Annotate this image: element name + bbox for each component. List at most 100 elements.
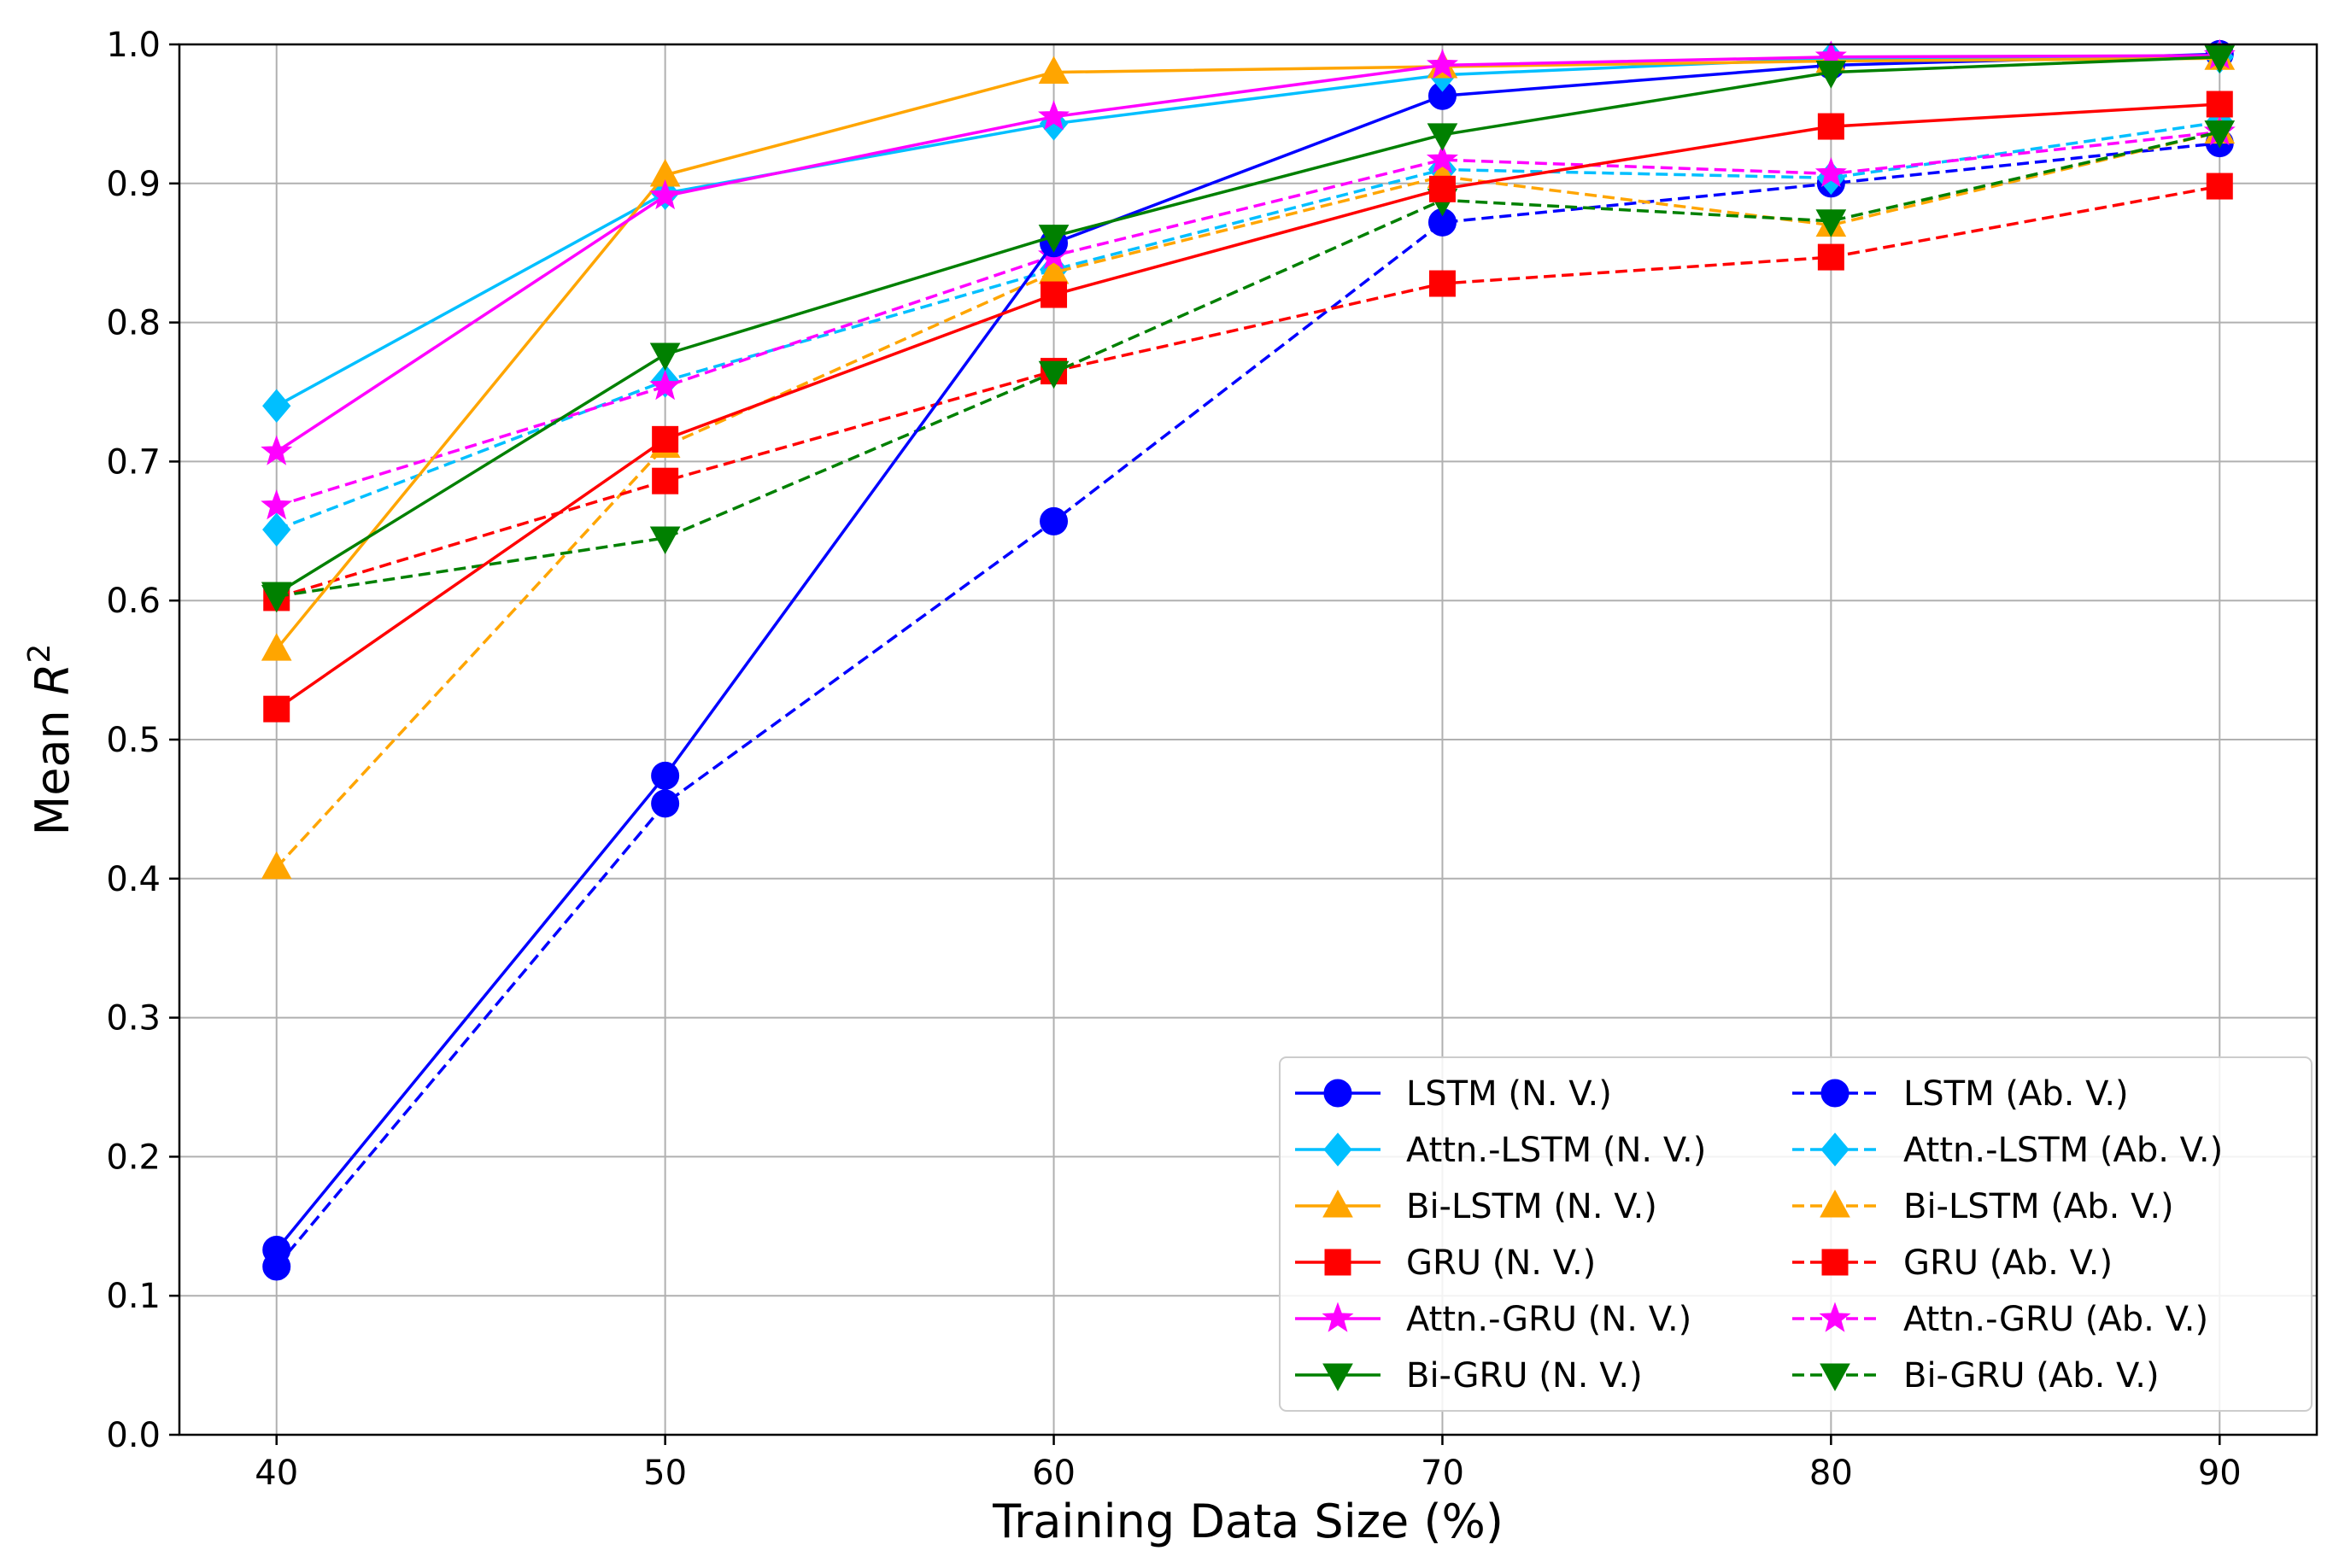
legend-marker [1819,1302,1851,1332]
data-point [262,1235,291,1264]
data-point [1041,281,1068,308]
data-point [2206,91,2233,118]
series-layer [261,38,2236,1281]
data-point [649,342,681,372]
data-point [1428,270,1456,297]
legend-entry-attn-gru-n-v: Attn.-GRU (N. V.) [1295,1300,1691,1339]
data-point [263,695,290,723]
legend-label: LSTM (Ab. V.) [1903,1074,2129,1114]
series-line [276,184,2220,600]
x-axis-title: Training Data Size (%) [992,1495,1504,1548]
series-bi-gru-n-v [261,45,2236,611]
series-line [275,55,2220,595]
series-line [275,102,2220,711]
y-axis-title-prefix: Mean [26,695,79,835]
legend-marker [1323,1132,1352,1167]
data-point [651,789,680,818]
legend: LSTM (N. V.) Attn.-LSTM (N. V.) Bi-LSTM (N… [1279,1056,2313,1412]
legend-marker [1820,1079,1850,1108]
data-point [1428,175,1456,202]
y-axis-title: Mean R2 [22,644,79,836]
data-point [1038,56,1070,85]
series-line [276,130,2220,508]
legend-label: Attn.-GRU (Ab. V.) [1903,1300,2208,1339]
data-point [262,389,291,424]
y-tick-label: 0.1 [106,1277,161,1316]
data-point [2206,173,2233,200]
legend-label: Bi-LSTM (Ab. V.) [1903,1187,2174,1226]
y-tick-label: 0.8 [106,304,161,343]
data-point [2204,45,2236,73]
data-point [649,370,682,401]
y-tick-label: 0.5 [106,721,161,760]
series-line [275,141,2220,1268]
legend-label: GRU (Ab. V.) [1903,1243,2113,1283]
series-attn-gru-n-v [261,38,2236,465]
series-line [276,130,2220,599]
legend-label: Bi-LSTM (N. V.) [1406,1187,1657,1226]
legend-entry-bi-lstm-n-v: Bi-LSTM (N. V.) [1295,1187,1657,1226]
x-tick-label: 60 [1032,1454,1076,1493]
legend-label: GRU (N. V.) [1406,1243,1596,1283]
x-tick-label: 80 [1809,1454,1853,1493]
y-tick-label: 0.6 [106,582,161,621]
legend-label: Bi-GRU (Ab. V.) [1903,1356,2160,1395]
legend-marker [1322,1363,1353,1392]
legend-label: Attn.-GRU (N. V.) [1406,1300,1691,1339]
data-point [1040,506,1069,535]
y-axis-title-superscript: 2 [22,644,57,664]
data-point [651,761,680,790]
y-tick-label: 0.3 [106,999,161,1039]
data-point [1427,123,1458,151]
series-line [275,52,2220,1251]
legend-marker [1820,1132,1850,1167]
legend-entry-attn-lstm-n-v: Attn.-LSTM (N. V.) [1295,1131,1706,1170]
legend-box [1279,1056,2313,1412]
x-tick-label: 50 [643,1454,687,1493]
data-point [261,582,292,611]
data-point [1817,113,1844,140]
legend-marker [1820,1189,1850,1218]
y-tick-label: 0.9 [106,165,161,204]
data-point [262,512,291,547]
legend-label: Attn.-LSTM (N. V.) [1406,1131,1706,1170]
x-tick-label: 70 [1421,1454,1464,1493]
series-line [275,54,2220,453]
data-point [652,467,679,494]
data-point [1815,209,1847,237]
legend-entry-lstm-n-v: LSTM (N. V.) [1295,1074,1612,1114]
x-tick-label: 40 [255,1454,298,1493]
data-point [1038,225,1070,253]
legend-entry-bi-gru-n-v: Bi-GRU (N. V.) [1295,1356,1643,1395]
y-tick-label: 0.4 [106,860,161,899]
legend-label: LSTM (N. V.) [1406,1074,1612,1114]
legend-entry-bi-lstm-ab-v: Bi-LSTM (Ab. V.) [1792,1187,2174,1226]
data-point [261,851,292,880]
data-point [1426,143,1458,173]
data-point [261,489,293,520]
legend-entry-gru-ab-v: GRU (Ab. V.) [1792,1243,2113,1283]
data-point [1817,243,1844,271]
legend-label: Bi-GRU (N. V.) [1406,1356,1643,1395]
y-axis-title-variable: R [26,664,79,696]
data-point [1815,61,1847,89]
series-line [275,56,2220,651]
legend-entry-lstm-ab-v: LSTM (Ab. V.) [1792,1074,2129,1114]
data-point [649,526,681,554]
y-tick-label: 0.0 [106,1416,161,1455]
data-point [261,435,293,465]
legend-marker [1323,1079,1352,1108]
axis-ticks: 40 50 60 70 80 90 0.0 0.1 0.2 0.3 0.4 0.5 0.6 0.7 0.8 0… [106,26,2241,1493]
x-tick-label: 90 [2198,1454,2242,1493]
data-point [261,633,292,661]
y-tick-label: 0.7 [106,442,161,482]
legend-entry-bi-gru-ab-v: Bi-GRU (Ab. V.) [1792,1356,2160,1395]
legend-marker [1322,1302,1354,1332]
legend-marker [1821,1249,1849,1276]
data-point [1038,100,1070,131]
data-point [2204,120,2236,149]
data-point [649,179,682,210]
legend-label: Attn.-LSTM (Ab. V.) [1903,1131,2223,1170]
series-line [276,120,2220,531]
